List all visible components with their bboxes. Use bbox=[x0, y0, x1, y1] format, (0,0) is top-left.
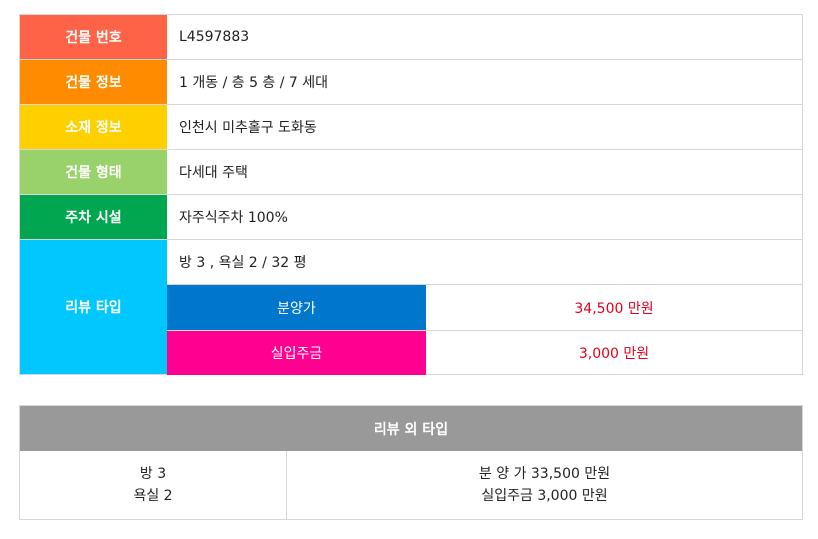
other-type-price-line2: 실입주금 3,000 만원 bbox=[481, 488, 608, 504]
label-parking: 주차 시설 bbox=[20, 195, 167, 239]
other-type-rooms: 방 3 욕실 2 bbox=[20, 451, 287, 519]
value-down-payment: 3,000 만원 bbox=[578, 346, 650, 362]
value-building-type: 다세대 주택 bbox=[179, 165, 248, 181]
other-type-rooms-line2: 욕실 2 bbox=[133, 488, 173, 504]
review-type-section: 리뷰 타입 방 3 , 욕실 2 / 32 평 분양가 34,500 만원 실입… bbox=[20, 240, 802, 375]
value-parking: 자주식주차 100% bbox=[179, 210, 288, 226]
other-type-price-line1: 분 양 가 33,500 만원 bbox=[478, 466, 611, 482]
row-location: 소재 정보 인천시 미추홀구 도화동 bbox=[20, 105, 802, 150]
value-location: 인천시 미추홀구 도화동 bbox=[179, 120, 317, 136]
row-sale-price: 분양가 34,500 만원 bbox=[167, 285, 802, 330]
other-type-table: 리뷰 외 타입 방 3 욕실 2 분 양 가 33,500 만원 실입주금 3,… bbox=[19, 405, 803, 520]
label-sale-price: 분양가 bbox=[167, 285, 426, 330]
building-info-table: 건물 번호 L4597883 건물 정보 1 개동 / 층 5 층 / 7 세대… bbox=[19, 14, 803, 375]
other-type-prices: 분 양 가 33,500 만원 실입주금 3,000 만원 bbox=[287, 451, 802, 519]
other-type-header: 리뷰 외 타입 bbox=[20, 406, 802, 451]
other-type-rooms-line1: 방 3 bbox=[139, 466, 167, 482]
row-down-payment: 실입주금 3,000 만원 bbox=[167, 330, 802, 375]
label-building-type: 건물 형태 bbox=[20, 150, 167, 194]
label-building-no: 건물 번호 bbox=[20, 15, 167, 59]
label-building-info: 건물 정보 bbox=[20, 60, 167, 104]
row-building-no: 건물 번호 L4597883 bbox=[20, 15, 802, 60]
row-building-info: 건물 정보 1 개동 / 층 5 층 / 7 세대 bbox=[20, 60, 802, 105]
value-review-rooms: 방 3 , 욕실 2 / 32 평 bbox=[167, 240, 802, 285]
label-review-type: 리뷰 타입 bbox=[20, 240, 167, 374]
row-building-type: 건물 형태 다세대 주택 bbox=[20, 150, 802, 195]
value-building-info: 1 개동 / 층 5 층 / 7 세대 bbox=[179, 75, 329, 91]
label-location: 소재 정보 bbox=[20, 105, 167, 149]
row-parking: 주차 시설 자주식주차 100% bbox=[20, 195, 802, 240]
value-sale-price: 34,500 만원 bbox=[574, 300, 654, 317]
value-building-no: L4597883 bbox=[179, 29, 250, 45]
label-down-payment: 실입주금 bbox=[167, 331, 426, 375]
